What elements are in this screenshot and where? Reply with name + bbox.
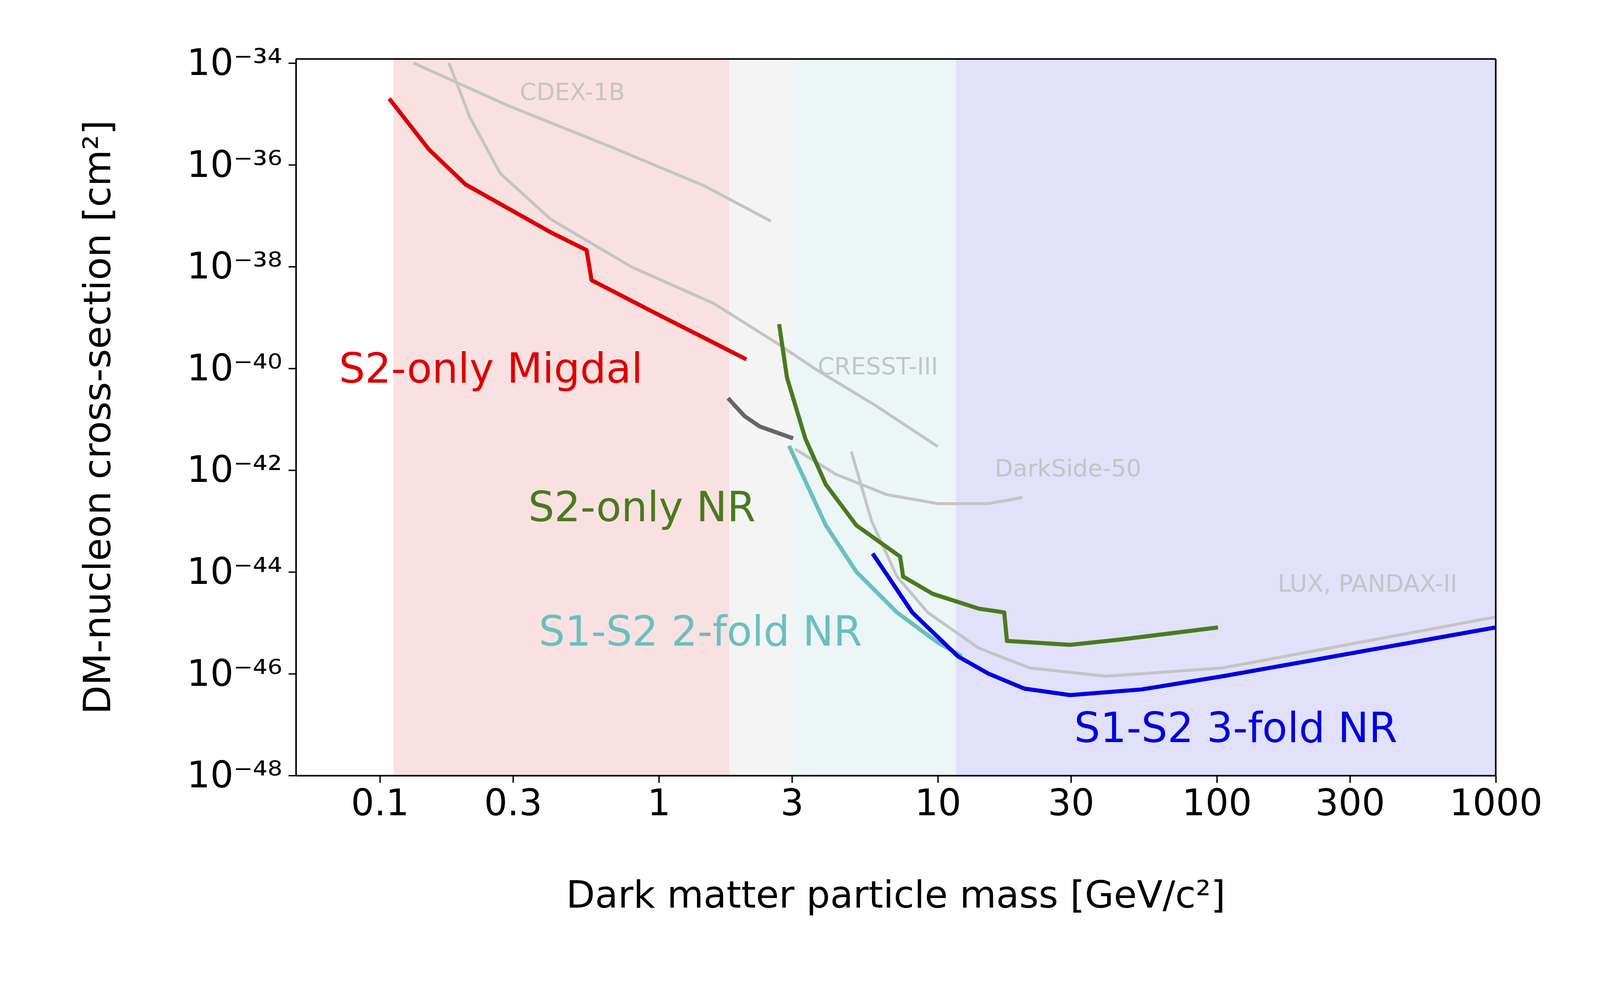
axis-line [296,775,1497,777]
x-tick: 0.3 [484,775,543,825]
series-labels: CDEX-1B CRESST-III DarkSide-50 LUX, PANDAX-… [338,78,1458,752]
frame [295,58,1496,60]
y-tick: 10⁻³⁴ [187,41,296,84]
y-tick: 10⁻⁴² [187,448,296,491]
tick-label: 300 [1315,781,1386,825]
tick-mark [288,571,296,573]
tick-label: 10⁻⁴⁴ [187,550,283,593]
series-line [727,398,793,439]
tick-mark [288,368,296,370]
y-axis-title: DM-nucleon cross-section [cm²] [75,120,119,715]
tick-mark [288,164,296,166]
chart-svg: 0.10.3131030100300100010⁻³⁴10⁻³⁶10⁻³⁸10⁻… [0,0,1600,989]
series-label: DarkSide-50 [994,454,1142,482]
tick-label: 0.3 [484,781,543,825]
series-label: LUX, PANDAX-II [1277,569,1458,598]
series-label: CDEX-1B [519,78,626,106]
x-tick: 1 [647,775,671,825]
y-tick: 10⁻⁴⁰ [187,346,296,390]
y-tick: 10⁻⁴⁸ [187,753,296,797]
tick-label: 10 [914,781,962,825]
tick-label: 10⁻⁴⁸ [187,753,283,797]
series-line [779,324,1219,645]
series-line [413,63,771,222]
band [729,58,793,776]
series-line [795,449,1023,504]
bands [393,58,1496,776]
series-line [851,451,1496,677]
series-label: CRESST-III [817,352,938,380]
series-label: S2-only Migdal [338,344,643,393]
y-axis: 10⁻³⁴ 10⁻³⁶ 10⁻³⁸ 10⁻⁴⁰ 10⁻⁴² 10⁻⁴⁴ 10⁻⁴⁶ 10⁻⁴⁸ [187,41,297,797]
y-tick: 10⁻³⁸ [187,244,296,288]
tick-mark [288,469,296,471]
series-line [872,553,1496,696]
tick-label: 3 [780,781,804,825]
chart-container: 0.10.3131030100300100010⁻³⁴10⁻³⁶10⁻³⁸10⁻… [0,0,1600,989]
tick-mark [288,62,296,65]
tick-label: 0.1 [351,781,410,825]
series-line [389,98,747,360]
tick-label: 30 [1048,781,1095,825]
x-axis-title: Dark matter particle mass [GeV/c²] [566,872,1226,917]
y-tick: 10⁻⁴⁶ [187,652,296,695]
x-tick: 1000 [1449,775,1543,825]
series-label: S2-only NR [528,482,756,531]
tick-label: 10⁻³⁸ [187,244,283,288]
tick-label: 10⁻⁴⁶ [187,652,283,695]
series-label: S1-S2 2-fold NR [538,607,862,656]
x-axis: 0.1 0.3 1 3 10 30 100 300 1000 [296,775,1543,825]
x-tick: 0.1 [351,775,410,825]
tick-label: 10⁻³⁶ [187,143,283,186]
tick-label: 10⁻³⁴ [187,41,283,84]
background [0,0,1600,989]
tick-label: 1000 [1449,781,1543,825]
y-tick: 10⁻⁴⁴ [187,550,296,593]
y-tick: 10⁻³⁶ [187,143,296,186]
tick-mark [288,266,296,268]
tick-label: 1 [647,781,671,825]
x-tick: 3 [780,775,804,825]
x-tick: 100 [1182,775,1253,825]
tick-label: 10⁻⁴² [187,448,283,491]
axis-line [295,59,298,776]
tick-label: 100 [1182,781,1253,825]
x-tick: 10 [914,775,962,825]
x-tick: 30 [1048,775,1095,825]
tick-label: 10⁻⁴⁰ [187,346,283,390]
series-label: S1-S2 3-fold NR [1074,703,1398,752]
band [792,58,957,776]
tick-mark [288,775,296,777]
tick-mark [288,673,296,675]
x-tick: 300 [1315,775,1386,825]
frame [1494,58,1497,776]
